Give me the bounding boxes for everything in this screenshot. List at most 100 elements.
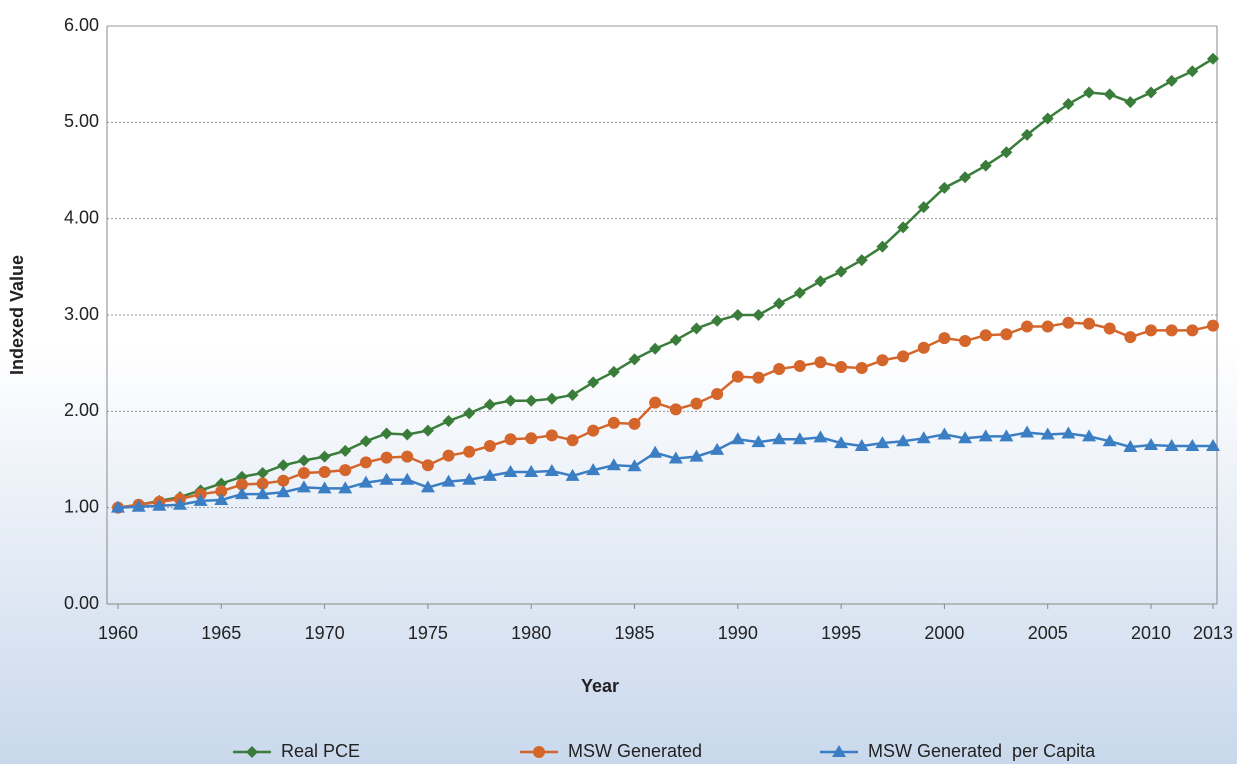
marker — [297, 454, 310, 467]
marker — [710, 442, 725, 455]
marker — [277, 474, 290, 487]
x-axis-title: Year — [581, 676, 619, 696]
y-tick-label: 4.00 — [64, 207, 99, 227]
marker — [586, 463, 601, 476]
marker — [317, 481, 332, 494]
marker — [773, 362, 786, 375]
marker — [711, 314, 724, 327]
y-tick-label: 6.00 — [64, 15, 99, 35]
marker — [752, 309, 765, 321]
marker — [793, 286, 806, 299]
marker — [379, 472, 394, 485]
marker — [380, 427, 393, 440]
marker — [689, 449, 704, 462]
marker — [792, 432, 807, 445]
marker — [318, 450, 331, 463]
y-axis-title: Indexed Value — [7, 255, 27, 375]
marker — [277, 459, 290, 472]
marker — [814, 275, 827, 288]
marker — [214, 492, 229, 505]
marker — [876, 240, 889, 253]
marker — [668, 451, 683, 464]
marker — [1207, 52, 1219, 65]
marker — [1000, 328, 1013, 341]
marker — [152, 498, 167, 511]
marker — [1040, 427, 1055, 440]
marker — [359, 435, 372, 448]
marker — [958, 431, 973, 444]
x-tick-label: 1965 — [201, 623, 241, 643]
marker — [649, 396, 662, 409]
marker — [855, 254, 868, 267]
legend-label: MSW Generated per Capita — [868, 741, 1096, 761]
marker — [420, 480, 435, 493]
marker — [400, 472, 415, 485]
marker — [1103, 322, 1116, 335]
x-tick-label: 1960 — [98, 623, 138, 643]
marker — [711, 387, 724, 400]
marker — [731, 309, 744, 321]
marker — [937, 427, 952, 440]
marker — [504, 394, 517, 407]
marker — [255, 487, 270, 500]
marker — [897, 221, 910, 234]
marker — [1124, 96, 1137, 109]
marker — [959, 171, 972, 184]
marker — [131, 499, 146, 512]
marker — [999, 429, 1014, 442]
marker — [1021, 128, 1034, 141]
marker — [834, 436, 849, 449]
marker — [296, 480, 311, 493]
marker — [814, 356, 827, 369]
marker — [1185, 439, 1200, 452]
marker — [832, 745, 846, 757]
y-tick-label: 1.00 — [64, 496, 99, 516]
marker — [649, 342, 662, 355]
marker — [358, 475, 373, 488]
marker — [916, 431, 931, 444]
marker — [111, 500, 125, 513]
x-tick-label: 2005 — [1028, 623, 1068, 643]
marker — [876, 354, 889, 367]
marker — [1062, 98, 1075, 111]
marker — [587, 376, 600, 389]
marker — [525, 394, 538, 407]
marker — [587, 424, 600, 437]
marker — [959, 335, 972, 348]
y-tick-label: 5.00 — [64, 111, 99, 131]
marker — [752, 371, 765, 384]
x-tick-label: 1980 — [511, 623, 551, 643]
marker — [855, 361, 868, 374]
marker — [318, 466, 331, 479]
y-tick-label: 0.00 — [64, 593, 99, 613]
marker — [565, 468, 580, 481]
marker — [462, 472, 477, 485]
marker — [1144, 438, 1159, 451]
marker — [606, 458, 621, 471]
marker — [896, 434, 911, 447]
marker — [483, 440, 496, 453]
x-tick-label: 1990 — [718, 623, 758, 643]
marker — [1124, 331, 1137, 344]
marker — [917, 201, 930, 214]
marker — [607, 416, 620, 429]
marker — [1186, 65, 1199, 78]
marker — [297, 466, 310, 479]
marker — [172, 497, 187, 510]
marker — [875, 436, 890, 449]
marker — [1041, 112, 1054, 125]
marker — [544, 464, 559, 477]
x-tick-label: 1985 — [614, 623, 654, 643]
marker — [607, 365, 620, 378]
marker — [276, 485, 291, 498]
marker — [545, 429, 558, 442]
marker — [380, 451, 393, 464]
marker — [442, 449, 455, 462]
marker — [648, 445, 663, 458]
marker — [442, 414, 455, 427]
marker — [483, 398, 496, 411]
marker — [338, 481, 353, 494]
marker — [463, 445, 476, 458]
marker — [359, 456, 372, 469]
